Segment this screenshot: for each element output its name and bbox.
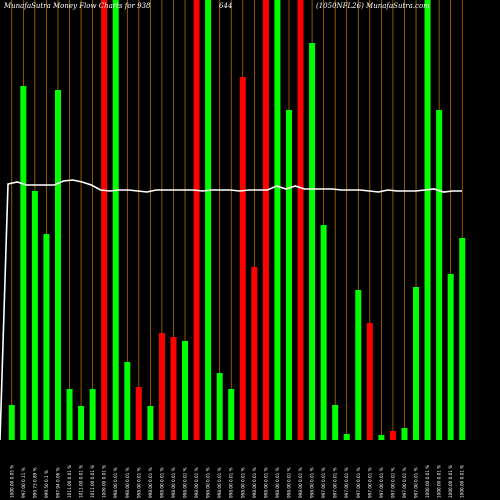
x-tick-label: 997.00 0.01 % xyxy=(321,467,326,498)
x-tick-label: 1011.00 0.01 % xyxy=(90,465,95,498)
bar-down xyxy=(239,77,246,440)
bar-down xyxy=(135,387,142,440)
x-tick-label: 997.00 0.01 % xyxy=(390,467,395,498)
bar-up xyxy=(228,389,235,440)
bar-up xyxy=(355,290,362,440)
bar-up xyxy=(413,287,420,440)
x-tick-label: 997.00 0.11 % xyxy=(21,467,26,498)
bar-up xyxy=(89,389,96,440)
flow-line-path xyxy=(0,179,462,441)
x-tick-label: 997.00 0.01 % xyxy=(402,467,407,498)
x-tick-label: 1000.00 0.01 % xyxy=(425,465,430,498)
bar-up xyxy=(112,0,119,440)
bar-up xyxy=(31,191,38,440)
x-tick-label: 997.94 0.06 % xyxy=(55,467,60,498)
title-part-2: 644 xyxy=(219,2,232,10)
bar-up xyxy=(424,0,431,440)
x-tick-label: 998.00 0.01 % xyxy=(263,467,268,498)
bar-up xyxy=(54,90,61,440)
flow-line xyxy=(0,179,462,441)
bar-up xyxy=(43,234,50,440)
bar-down xyxy=(170,337,177,440)
bar-up xyxy=(182,341,189,440)
x-tick-label: 998.00 0.01 % xyxy=(252,467,257,498)
bar-up xyxy=(343,434,350,440)
bar-up xyxy=(459,238,466,440)
bar-up xyxy=(320,225,327,440)
x-tick-label: 997.00 0.01 % xyxy=(414,467,419,498)
chart-title: MunafaSutra Money Flow Charts for 938 64… xyxy=(3,2,430,10)
x-tick-label: 998.00 0.01 % xyxy=(136,467,141,498)
x-tick-label: 998.00 0.01 % xyxy=(148,467,153,498)
x-tick-label: 998.00 0.01 % xyxy=(217,467,222,498)
x-tick-label: 1000.00 0.01 % xyxy=(448,465,453,498)
x-tick-label: 1000.00 0.05 % xyxy=(9,465,14,498)
bar-down xyxy=(262,0,269,440)
bar-up xyxy=(378,435,385,440)
x-tick-label: 1000.00 0.01 % xyxy=(460,465,465,498)
bar-down xyxy=(101,0,108,440)
bar-up xyxy=(124,362,131,440)
x-tick-label: 998.00 0.01 % xyxy=(171,467,176,498)
x-tick-label: 998.00 0.01 % xyxy=(206,467,211,498)
bar-up xyxy=(436,110,443,440)
x-tick-label: 998.00 0.01 % xyxy=(229,467,234,498)
x-tick-label: 998.00 0.01 % xyxy=(183,467,188,498)
bar-up xyxy=(66,389,73,440)
x-tick-label: 1000.00 0.01 % xyxy=(437,465,442,498)
x-tick-label: 997.00 0.01 % xyxy=(379,467,384,498)
bar-up xyxy=(285,110,292,440)
x-tick-label: 998.00 0.01 % xyxy=(286,467,291,498)
bar-up xyxy=(147,406,154,440)
bar-up xyxy=(309,43,316,440)
bar-down xyxy=(389,431,396,440)
title-part-3: (1050NFL26) MunafaSutra.com xyxy=(316,2,430,10)
x-tick-label: 998.00 0.01 % xyxy=(113,467,118,498)
x-tick-label: 997.00 0.01 % xyxy=(344,467,349,498)
x-tick-label: 998.00 0.01 % xyxy=(310,467,315,498)
bar-down xyxy=(251,267,258,440)
x-tick-label: 998.00 0.01 % xyxy=(159,467,164,498)
x-tick-label: 998.00 0.01 % xyxy=(298,467,303,498)
x-tick-labels: 1000.00 0.05 % 997.00 0.11 % 999.73 0.89 %… xyxy=(9,465,464,498)
x-tick-label: 997.00 0.01 % xyxy=(333,467,338,498)
x-tick-label: 999.50 0.1 % xyxy=(44,470,49,498)
bar-down xyxy=(297,0,304,440)
x-tick-label: 997.00 0.01 % xyxy=(367,467,372,498)
bar-up xyxy=(332,405,339,440)
bar-up xyxy=(205,0,212,440)
x-tick-label: 997.00 0.01 % xyxy=(356,467,361,498)
x-tick-label: 998.00 0.01 % xyxy=(125,467,130,498)
bar-up xyxy=(78,406,85,440)
x-tick-label: 1009.00 0.01 % xyxy=(102,465,107,498)
bar-down xyxy=(366,323,373,440)
bar-up xyxy=(20,86,27,440)
bar-up xyxy=(8,405,15,440)
bar-up xyxy=(274,0,281,440)
bar-down xyxy=(193,0,200,440)
x-tick-label: 998.00 0.01 % xyxy=(275,467,280,498)
bar-up xyxy=(447,274,454,440)
bars xyxy=(8,0,466,440)
x-tick-label: 998.00 0.01 % xyxy=(194,467,199,498)
title-part-1: MunafaSutra Money Flow Charts for 938 xyxy=(3,2,151,10)
x-tick-label: 998.00 0.01 % xyxy=(240,467,245,498)
x-tick-label: 1011.00 0.01 % xyxy=(67,465,72,498)
x-tick-label: 999.73 0.89 % xyxy=(32,467,37,498)
x-tick-label: 1011.00 0.01 % xyxy=(79,465,84,498)
bar-up xyxy=(216,373,223,440)
bar-up xyxy=(401,428,408,440)
bar-down xyxy=(158,333,165,440)
